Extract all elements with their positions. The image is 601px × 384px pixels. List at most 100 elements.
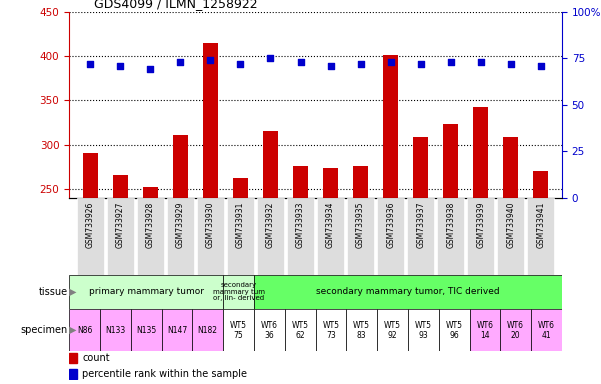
Text: WT5
75: WT5 75 (230, 321, 247, 339)
Bar (69, 369, 76, 379)
Text: WT6
36: WT6 36 (261, 321, 278, 339)
Text: WT5
73: WT5 73 (322, 321, 340, 339)
FancyBboxPatch shape (254, 275, 562, 309)
FancyBboxPatch shape (346, 309, 377, 351)
Bar (323, 169, 338, 384)
Text: primary mammary tumor: primary mammary tumor (88, 287, 204, 296)
Point (476, 59, 486, 65)
FancyBboxPatch shape (408, 309, 439, 351)
Text: GSM733938: GSM733938 (447, 202, 455, 248)
Bar (293, 166, 308, 384)
Point (206, 57, 215, 63)
Text: WT6
41: WT6 41 (538, 321, 555, 339)
Text: N133: N133 (105, 326, 126, 335)
Point (145, 66, 155, 72)
Text: N86: N86 (77, 326, 92, 335)
Point (115, 63, 125, 69)
Text: WT5
62: WT5 62 (291, 321, 309, 339)
Bar (383, 55, 398, 384)
Text: WT5
96: WT5 96 (445, 321, 463, 339)
FancyBboxPatch shape (131, 309, 162, 351)
Text: GSM733933: GSM733933 (296, 202, 305, 248)
Text: GSM733941: GSM733941 (537, 202, 545, 248)
Text: secondary
mammary tum
or, lin- derived: secondary mammary tum or, lin- derived (213, 282, 264, 301)
FancyBboxPatch shape (287, 198, 314, 275)
FancyBboxPatch shape (223, 275, 254, 309)
FancyBboxPatch shape (69, 309, 100, 351)
Point (266, 55, 275, 61)
Point (386, 59, 395, 65)
Bar (203, 43, 218, 384)
FancyBboxPatch shape (316, 309, 346, 351)
Text: WT6
14: WT6 14 (477, 321, 493, 339)
FancyBboxPatch shape (107, 198, 134, 275)
Text: GSM733931: GSM733931 (236, 202, 245, 248)
Text: N182: N182 (198, 326, 218, 335)
FancyBboxPatch shape (192, 309, 223, 351)
FancyBboxPatch shape (167, 198, 194, 275)
FancyBboxPatch shape (439, 309, 469, 351)
Text: GDS4099 / ILMN_1258922: GDS4099 / ILMN_1258922 (94, 0, 257, 10)
FancyBboxPatch shape (77, 198, 104, 275)
Text: GSM733926: GSM733926 (86, 202, 94, 248)
Point (356, 61, 365, 67)
Bar (69, 353, 76, 363)
FancyBboxPatch shape (438, 198, 465, 275)
Point (416, 61, 426, 67)
FancyBboxPatch shape (69, 275, 223, 309)
Text: GSM733936: GSM733936 (386, 202, 395, 248)
Bar (444, 124, 459, 384)
Bar (263, 131, 278, 384)
Text: WT5
83: WT5 83 (353, 321, 370, 339)
FancyBboxPatch shape (531, 309, 562, 351)
Text: WT6
20: WT6 20 (507, 321, 524, 339)
FancyBboxPatch shape (137, 198, 164, 275)
Text: GSM733928: GSM733928 (146, 202, 154, 248)
Text: GSM733932: GSM733932 (266, 202, 275, 248)
Bar (233, 178, 248, 384)
Text: GSM733930: GSM733930 (206, 202, 215, 248)
Text: count: count (82, 353, 110, 363)
FancyBboxPatch shape (501, 309, 531, 351)
Bar (83, 154, 97, 384)
Point (326, 63, 335, 69)
FancyBboxPatch shape (469, 309, 501, 351)
FancyBboxPatch shape (197, 198, 224, 275)
Point (296, 59, 305, 65)
FancyBboxPatch shape (317, 198, 344, 275)
Bar (353, 166, 368, 384)
Text: GSM733935: GSM733935 (356, 202, 365, 248)
Bar (413, 137, 428, 384)
FancyBboxPatch shape (498, 198, 525, 275)
Text: WT5
93: WT5 93 (415, 321, 432, 339)
FancyBboxPatch shape (407, 198, 435, 275)
Bar (534, 171, 549, 384)
FancyBboxPatch shape (223, 309, 254, 351)
Point (536, 63, 546, 69)
Bar (173, 135, 188, 384)
Bar (474, 107, 488, 384)
FancyBboxPatch shape (377, 309, 408, 351)
FancyBboxPatch shape (377, 198, 404, 275)
FancyBboxPatch shape (227, 198, 254, 275)
Bar (113, 175, 128, 384)
Text: GSM733927: GSM733927 (116, 202, 124, 248)
Text: N147: N147 (167, 326, 187, 335)
Text: N135: N135 (136, 326, 156, 335)
Text: GSM733940: GSM733940 (507, 202, 515, 248)
Text: GSM733934: GSM733934 (326, 202, 335, 248)
Text: GSM733937: GSM733937 (416, 202, 425, 248)
Text: secondary mammary tumor, TIC derived: secondary mammary tumor, TIC derived (316, 287, 500, 296)
Text: ▶: ▶ (69, 325, 76, 335)
Text: GSM733929: GSM733929 (176, 202, 185, 248)
Text: GSM733939: GSM733939 (477, 202, 485, 248)
Text: ▶: ▶ (69, 287, 76, 297)
FancyBboxPatch shape (285, 309, 316, 351)
FancyBboxPatch shape (162, 309, 192, 351)
Text: tissue: tissue (38, 287, 67, 297)
FancyBboxPatch shape (100, 309, 131, 351)
FancyBboxPatch shape (257, 198, 284, 275)
Point (446, 59, 456, 65)
FancyBboxPatch shape (468, 198, 495, 275)
Point (236, 61, 245, 67)
